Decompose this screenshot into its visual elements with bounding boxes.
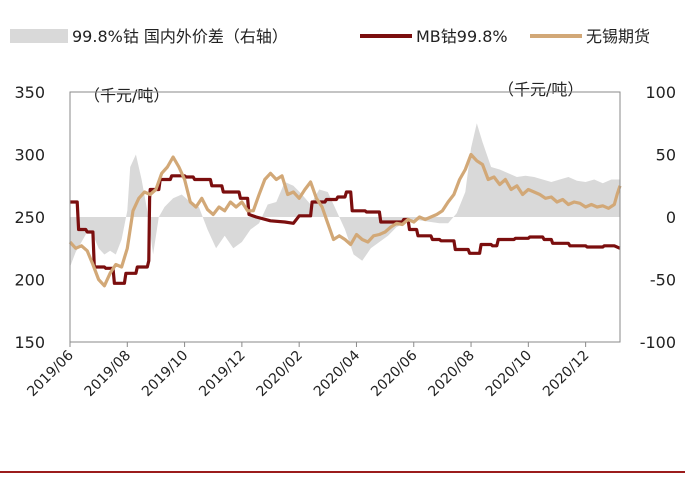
- x-tick-label: 2019/08: [82, 348, 134, 400]
- x-axis-ticks: 2019/06 2019/08 2019/10 2019/12 2020/02 2020/…: [24, 342, 592, 400]
- left-tick-label: 200: [14, 271, 45, 290]
- right-tick-label: -50: [650, 271, 676, 290]
- x-tick-label: 2020/12: [540, 348, 592, 400]
- legend-label-wuxi: 无锡期货: [586, 27, 650, 46]
- x-tick-label: 2020/06: [368, 347, 421, 400]
- right-tick-label: 100: [645, 83, 676, 102]
- right-tick-label: 50: [656, 146, 676, 165]
- plot-area: [68, 123, 622, 288]
- legend-swatch-spread: [10, 29, 68, 43]
- x-tick-label: 2019/06: [24, 347, 77, 400]
- right-axis-unit: （千元/吨）: [498, 80, 583, 99]
- left-tick-label: 350: [14, 83, 45, 102]
- series-wuxi-line: [68, 152, 622, 288]
- left-tick-label: 150: [14, 333, 45, 352]
- x-tick-label: 2020/08: [425, 348, 477, 400]
- legend-label-spread: 99.8%钴 国内外价差（右轴）: [72, 27, 288, 46]
- x-tick-label: 2019/10: [139, 348, 191, 400]
- series-spread-area: [70, 123, 620, 267]
- x-tick-label: 2020/10: [483, 348, 535, 400]
- x-tick-label: 2020/02: [254, 348, 306, 400]
- legend: 99.8%钴 国内外价差（右轴） MB钴99.8% 无锡期货: [10, 27, 650, 46]
- right-axis-ticks: 100 50 0 -50 -100: [640, 83, 676, 352]
- left-axis-ticks: 350 300 250 200 150: [14, 83, 45, 352]
- right-tick-label: 0: [666, 208, 676, 227]
- right-tick-label: -100: [640, 333, 676, 352]
- x-tick-label: 2020/04: [311, 347, 364, 400]
- plot-frame: [69, 91, 621, 343]
- left-tick-label: 250: [14, 208, 45, 227]
- left-tick-label: 300: [14, 146, 45, 165]
- legend-label-mb: MB钴99.8%: [416, 27, 508, 46]
- left-axis-unit: （千元/吨）: [84, 86, 169, 105]
- series-mb-line: [70, 174, 621, 285]
- x-tick-label: 2019/12: [196, 348, 248, 400]
